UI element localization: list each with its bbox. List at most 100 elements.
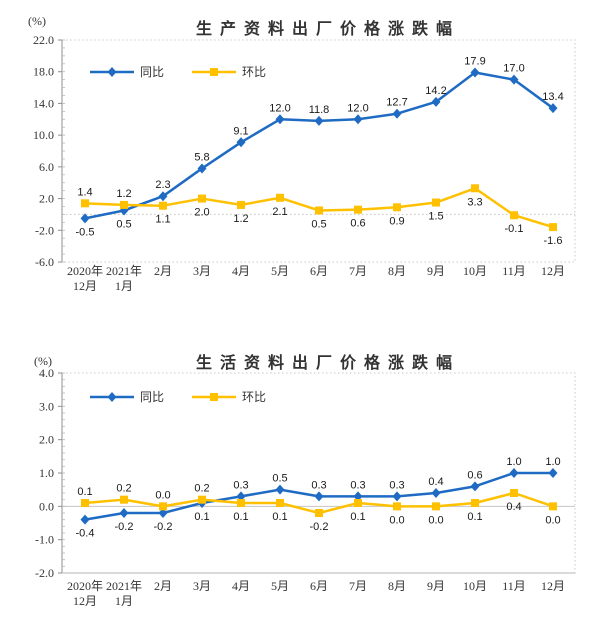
producer-goods-chart-canvas: (%) 生产资料出厂价格涨跌幅 22.0 18.0 14.0 10.0 6.0 2.0 -2…	[28, 14, 576, 293]
data-point-marker	[210, 393, 218, 401]
plot-area: 22.018.014.010.06.02.0-2.0-6.02020年12月20…	[33, 33, 576, 293]
data-point-marker	[314, 115, 324, 126]
data-point-marker	[158, 191, 168, 202]
x-category-label: 10月	[463, 579, 487, 593]
y-tick-label: 0.0	[39, 499, 54, 513]
data-point-marker	[275, 114, 285, 125]
data-label: 0.5	[272, 473, 287, 485]
legend-label-mom: 环比	[242, 65, 266, 79]
y-tick-label: 22.0	[33, 33, 54, 47]
data-label: 0.2	[194, 483, 209, 495]
data-point-marker	[315, 509, 323, 517]
data-label: -0.2	[154, 521, 173, 533]
y-tick-label: 18.0	[33, 65, 54, 79]
x-category-label: 1月	[115, 279, 133, 293]
data-point-marker	[80, 213, 90, 224]
data-label: -0.2	[115, 521, 134, 533]
x-category-label: 2020年	[67, 264, 103, 278]
data-point-marker	[107, 392, 117, 402]
data-label: 0.3	[350, 479, 365, 491]
legend-label-mom: 环比	[242, 390, 266, 404]
data-label: -0.1	[505, 223, 524, 235]
x-category-label: 2月	[154, 579, 172, 593]
plot-area: 4.03.02.01.00.0-1.0-2.02020年12月2021年1月2月…	[35, 366, 576, 608]
y-axis-unit-label: (%)	[28, 14, 46, 28]
data-label: 0.0	[545, 514, 560, 526]
data-point-marker	[197, 163, 207, 174]
x-category-label: 11月	[502, 579, 526, 593]
x-category-label: 2021年	[106, 579, 142, 593]
data-label: -0.5	[76, 226, 95, 238]
data-point-marker	[314, 491, 324, 502]
data-point-marker	[549, 502, 557, 511]
data-point-marker	[392, 108, 402, 119]
data-point-marker	[470, 67, 480, 78]
data-label: 0.0	[155, 489, 170, 501]
data-point-marker	[548, 103, 558, 114]
data-label: 0.0	[389, 514, 404, 526]
data-label: 0.1	[77, 486, 92, 498]
data-point-marker	[393, 502, 401, 511]
x-category-label: 3月	[193, 579, 211, 593]
x-category-label: 7月	[349, 264, 367, 278]
data-label: 11.8	[309, 104, 330, 116]
data-point-marker	[159, 201, 167, 210]
data-label: 2.1	[272, 206, 287, 218]
data-label: -1.6	[544, 235, 563, 247]
data-point-marker	[471, 499, 479, 507]
data-point-marker	[354, 499, 362, 507]
x-category-label: 2月	[154, 264, 172, 278]
x-category-label: 3月	[193, 264, 211, 278]
x-category-label: 6月	[310, 579, 328, 593]
x-category-label: 12月	[73, 594, 97, 608]
data-point-marker	[509, 74, 519, 85]
data-point-marker	[470, 481, 480, 492]
x-category-label: 8月	[388, 264, 406, 278]
data-point-marker	[80, 514, 90, 525]
data-point-marker	[210, 68, 218, 76]
x-category-label: 7月	[349, 579, 367, 593]
producer-goods-price-chart: (%) 生产资料出厂价格涨跌幅 22.0 18.0 14.0 10.0 6.0 2.0 -2…	[28, 14, 576, 293]
y-tick-label: -6.0	[35, 255, 54, 269]
data-label: 17.9	[464, 56, 485, 68]
y-tick-label: -2.0	[35, 223, 54, 237]
data-label: 12.0	[347, 102, 368, 114]
data-point-marker	[432, 198, 440, 207]
data-label: 1.2	[233, 213, 248, 225]
x-category-label: 11月	[502, 264, 526, 278]
x-category-label: 5月	[271, 264, 289, 278]
data-point-marker	[236, 137, 246, 148]
data-point-marker	[120, 495, 128, 504]
data-point-marker	[353, 491, 363, 502]
data-point-marker	[510, 489, 518, 497]
x-category-label: 8月	[388, 579, 406, 593]
x-category-label: 6月	[310, 264, 328, 278]
consumer-goods-chart-canvas: (%) 生活资料出厂价格涨跌幅 4.0 3.0 2.0 1.0 0.0 -1.0 -2.0 2…	[34, 353, 576, 608]
x-category-label: 4月	[232, 579, 250, 593]
chart-title: 生产资料出厂价格涨跌幅	[196, 19, 460, 38]
x-category-label: 2020年	[67, 579, 103, 593]
data-point-marker	[393, 203, 401, 212]
data-label: 0.3	[233, 479, 248, 491]
data-label: 13.4	[542, 91, 563, 103]
data-label: 3.3	[467, 196, 482, 208]
data-label: 1.2	[116, 188, 131, 200]
data-label: 0.3	[389, 479, 404, 491]
data-label: 0.1	[350, 511, 365, 523]
data-label: 0.5	[311, 218, 326, 230]
data-label: 0.1	[272, 511, 287, 523]
x-category-label: 12月	[73, 279, 97, 293]
data-point-marker	[315, 206, 323, 215]
x-category-label: 12月	[541, 579, 565, 593]
data-label: 1.5	[428, 211, 443, 223]
y-tick-label: 3.0	[39, 399, 54, 413]
x-category-label: 5月	[271, 579, 289, 593]
x-category-label: 9月	[427, 579, 445, 593]
data-label: 5.8	[194, 151, 209, 163]
data-point-marker	[237, 200, 245, 209]
data-label: 0.1	[233, 511, 248, 523]
y-tick-label: 10.0	[33, 128, 54, 142]
data-point-marker	[392, 491, 402, 502]
data-label: 0.4	[506, 501, 521, 513]
data-point-marker	[276, 499, 284, 507]
